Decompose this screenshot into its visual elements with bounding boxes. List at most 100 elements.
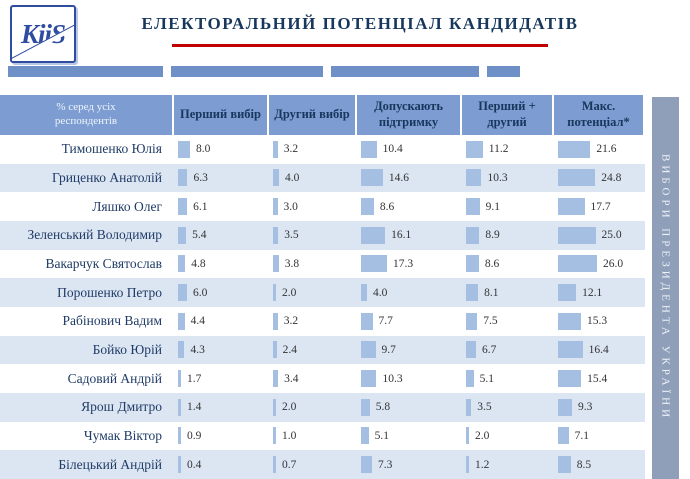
value-bar bbox=[273, 140, 278, 158]
candidate-name: Ярош Дмитро bbox=[81, 399, 162, 415]
value-bar bbox=[178, 312, 185, 330]
value-bar bbox=[273, 169, 279, 187]
value-label: 8.0 bbox=[196, 143, 211, 156]
title-underline bbox=[172, 44, 548, 47]
value-bar bbox=[466, 198, 480, 216]
value-label: 4.0 bbox=[373, 286, 388, 299]
value-bar bbox=[466, 169, 482, 187]
table-header: % серед усіх респондентів Перший вибір Д… bbox=[0, 95, 645, 135]
value-cell: 26.0 bbox=[554, 250, 643, 279]
value-cell: 10.4 bbox=[357, 135, 460, 164]
value-bar bbox=[361, 456, 372, 474]
value-cell: 8.6 bbox=[462, 250, 552, 279]
value-label: 7.1 bbox=[574, 429, 590, 442]
value-bar bbox=[361, 341, 376, 359]
value-label: 3.2 bbox=[283, 315, 299, 328]
value-bar bbox=[361, 169, 383, 187]
value-label: 10.4 bbox=[382, 143, 403, 156]
value-bar bbox=[558, 169, 596, 187]
value-label: 6.1 bbox=[193, 200, 208, 213]
value-bar bbox=[466, 398, 472, 416]
table-row: Порошенко Петро 6.0 2.0 4.0 8.1 12.1 bbox=[0, 278, 645, 307]
value-label: 9.7 bbox=[381, 343, 396, 356]
value-cell: 6.3 bbox=[174, 164, 267, 193]
value-cell: 1.2 bbox=[462, 450, 552, 479]
candidate-name: Зеленський Володимир bbox=[27, 227, 162, 243]
candidate-name: Бойко Юрій bbox=[92, 341, 162, 357]
value-label: 8.1 bbox=[484, 286, 499, 299]
value-cell: 16.1 bbox=[357, 221, 460, 250]
value-label: 12.1 bbox=[582, 286, 603, 299]
value-label: 17.7 bbox=[590, 200, 611, 213]
value-bar bbox=[558, 198, 585, 216]
value-label: 3.5 bbox=[477, 401, 492, 414]
value-bar bbox=[273, 198, 278, 216]
value-bar bbox=[361, 226, 386, 244]
value-label: 4.4 bbox=[190, 315, 205, 328]
value-cell: 12.1 bbox=[554, 278, 643, 307]
value-label: 1.4 bbox=[187, 401, 202, 414]
table-row: Зеленський Володимир 5.4 3.5 16.1 8.9 25.0 bbox=[0, 220, 645, 250]
value-label: 4.0 bbox=[285, 171, 300, 184]
value-cell: 21.6 bbox=[554, 135, 643, 164]
value-cell: 5.8 bbox=[357, 393, 460, 422]
value-cell: 15.4 bbox=[554, 364, 643, 393]
value-bar bbox=[273, 456, 276, 474]
value-label: 7.5 bbox=[483, 315, 498, 328]
value-label: 15.4 bbox=[587, 372, 608, 385]
value-bar bbox=[361, 398, 370, 416]
table-row: Ярош Дмитро 1.4 2.0 5.8 3.5 9.3 bbox=[0, 392, 645, 422]
value-label: 17.3 bbox=[392, 257, 414, 270]
value-label: 0.9 bbox=[187, 429, 202, 442]
value-bar bbox=[273, 341, 277, 359]
value-label: 16.4 bbox=[588, 343, 609, 356]
value-label: 2.0 bbox=[475, 429, 490, 442]
value-cell: 15.3 bbox=[554, 307, 643, 336]
candidate-name: Гриценко Анатолій bbox=[52, 169, 162, 185]
value-cell: 17.7 bbox=[554, 192, 643, 221]
value-bar bbox=[466, 370, 474, 388]
candidate-name: Вакарчук Святослав bbox=[45, 255, 162, 271]
value-cell: 24.8 bbox=[554, 164, 643, 193]
candidate-name: Порошенко Петро bbox=[57, 284, 162, 300]
value-bar bbox=[466, 341, 477, 359]
vertical-banner: ВИБОРИ ПРЕЗИДЕНТА УКРАЇНИ bbox=[652, 97, 679, 479]
value-label: 2.0 bbox=[282, 286, 297, 299]
value-bar bbox=[273, 312, 278, 330]
value-cell: 25.0 bbox=[554, 221, 643, 250]
value-cell: 3.8 bbox=[269, 250, 355, 279]
value-label: 0.4 bbox=[187, 458, 202, 471]
value-cell: 0.7 bbox=[269, 450, 355, 479]
value-label: 1.2 bbox=[475, 458, 490, 471]
candidate-name: Чумак Віктор bbox=[83, 427, 162, 443]
value-cell: 2.0 bbox=[462, 422, 552, 451]
table-row: Бойко Юрій 4.3 2.4 9.7 6.7 16.4 bbox=[0, 335, 645, 365]
value-cell: 9.7 bbox=[357, 336, 460, 365]
candidate-name: Ляшко Олег bbox=[92, 198, 162, 214]
value-label: 16.1 bbox=[391, 229, 412, 242]
value-label: 1.7 bbox=[187, 372, 202, 385]
value-bar bbox=[466, 284, 479, 302]
value-bar bbox=[558, 312, 581, 330]
value-label: 6.3 bbox=[193, 171, 208, 184]
value-bar bbox=[361, 198, 374, 216]
table-row: Садовий Андрій 1.7 3.4 10.3 5.1 15.4 bbox=[0, 364, 645, 393]
value-label: 3.0 bbox=[283, 200, 298, 213]
table-row: Вакарчук Святослав 4.8 3.8 17.3 8.6 26.0 bbox=[0, 249, 645, 279]
value-label: 8.6 bbox=[379, 200, 395, 213]
value-label: 6.0 bbox=[193, 286, 208, 299]
value-cell: 0.4 bbox=[174, 450, 267, 479]
value-label: 3.8 bbox=[284, 257, 300, 270]
column-header-second-choice: Другий вибір bbox=[269, 95, 355, 135]
value-bar bbox=[273, 284, 276, 302]
value-label: 26.0 bbox=[603, 257, 624, 270]
value-bar bbox=[466, 312, 478, 330]
table-row: Гриценко Анатолій 6.3 4.0 14.6 10.3 24.8 bbox=[0, 163, 645, 193]
value-bar bbox=[361, 140, 377, 158]
value-cell: 3.4 bbox=[269, 364, 355, 393]
value-cell: 7.1 bbox=[554, 422, 643, 451]
value-cell: 0.9 bbox=[174, 422, 267, 451]
table-row: Рабінович Вадим 4.4 3.2 7.7 7.5 15.3 bbox=[0, 306, 645, 336]
value-bar bbox=[558, 140, 591, 158]
table-body: Тимошенко Юлія 8.0 3.2 10.4 11.2 21.6 Гриценко… bbox=[0, 135, 645, 479]
